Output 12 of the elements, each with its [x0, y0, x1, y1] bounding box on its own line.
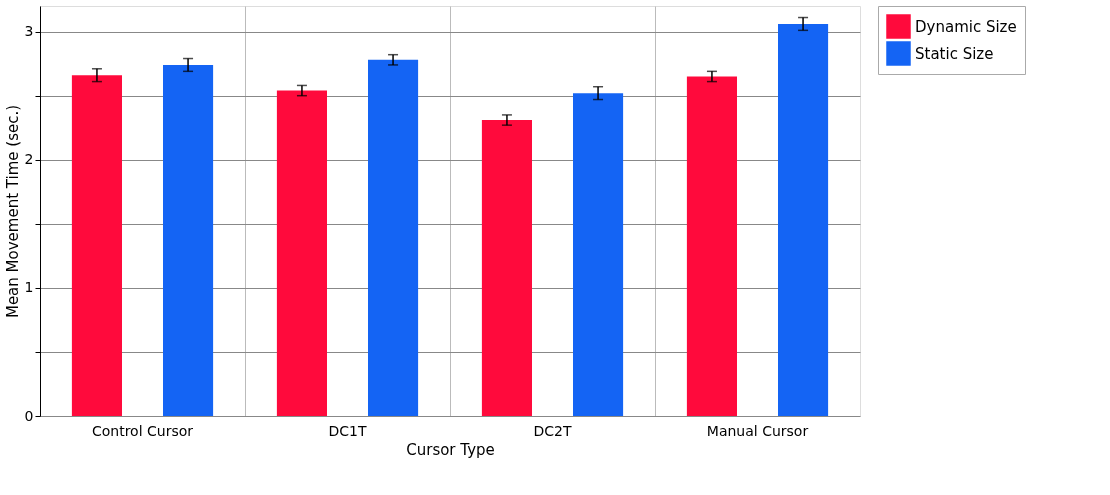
- x-tick-label: DC2T: [533, 422, 572, 439]
- y-tick-label: 2: [24, 151, 34, 168]
- y-tick-label: 3: [24, 23, 34, 40]
- legend-label: Static Size: [915, 44, 994, 63]
- x-axis-title: Cursor Type: [406, 440, 495, 459]
- x-tick-label: Manual Cursor: [706, 422, 809, 439]
- y-tick-label: 1: [24, 279, 34, 296]
- x-tick-label: Control Cursor: [91, 422, 194, 439]
- x-tick-label: DC1T: [328, 422, 367, 439]
- y-axis-title: Mean Movement Time (sec.): [3, 104, 22, 319]
- y-tick-label: 0: [24, 407, 34, 424]
- legend-label: Dynamic Size: [915, 17, 1017, 36]
